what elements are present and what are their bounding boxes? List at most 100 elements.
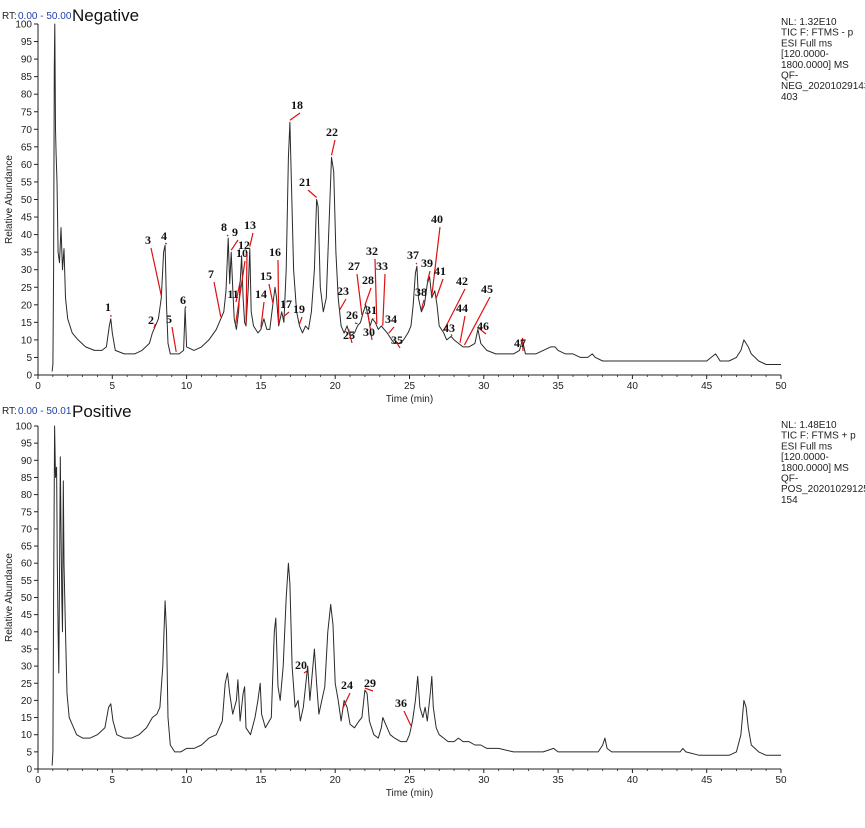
y-tick-label: 15: [21, 713, 33, 724]
y-tick-label: 95: [21, 439, 33, 450]
x-tick-label: 45: [701, 775, 713, 786]
info-line: 403: [781, 92, 798, 103]
peak-label: 29: [364, 676, 376, 690]
info-line: QF-: [781, 71, 798, 82]
y-tick-label: 25: [21, 679, 33, 690]
peak-pointer: [404, 711, 411, 726]
y-tick-label: 5: [26, 747, 32, 758]
x-tick-label: 50: [775, 775, 787, 786]
peak-label: 4: [161, 229, 167, 243]
peak-label: 45: [481, 282, 493, 296]
peak-label: 35: [391, 333, 403, 347]
info-line: NEG_20201029143: [781, 81, 865, 92]
peak-label: 40: [431, 212, 443, 226]
peak-label: 30: [363, 325, 375, 339]
peak-label: 31: [365, 303, 377, 317]
peak-pointer: [331, 140, 335, 155]
y-tick-label: 30: [21, 265, 33, 276]
peak-label: 32: [366, 244, 378, 258]
peak-pointer: [416, 263, 417, 264]
y-tick-label: 80: [21, 90, 33, 101]
peak-label: 6: [180, 293, 186, 307]
x-tick-label: 35: [553, 775, 565, 786]
peak-pointer: [269, 284, 273, 303]
peak-pointer: [290, 113, 300, 120]
mode-title: Positive: [72, 402, 132, 421]
peak-label: 26: [346, 308, 358, 322]
peak-label: 1: [105, 300, 111, 314]
y-tick-label: 40: [21, 627, 33, 638]
x-tick-label: 15: [255, 775, 267, 786]
x-tick-label: 10: [181, 775, 193, 786]
y-tick-label: 35: [21, 644, 33, 655]
peak-pointer: [214, 282, 221, 317]
y-axis-title: Relative Abundance: [4, 155, 15, 244]
peak-label: 14: [255, 287, 267, 301]
y-tick-label: 0: [26, 371, 32, 382]
y-tick-label: 75: [21, 107, 33, 118]
x-tick-label: 40: [627, 775, 639, 786]
peak-label: 41: [434, 264, 446, 278]
y-tick-label: 70: [21, 524, 33, 535]
x-tick-label: 15: [255, 381, 267, 392]
peak-label: 39: [421, 256, 433, 270]
peak-label: 2: [148, 313, 154, 327]
peak-label: 33: [376, 259, 388, 273]
peak-label: 37: [407, 248, 419, 262]
y-tick-label: 45: [21, 610, 33, 621]
y-tick-label: 20: [21, 300, 33, 311]
x-tick-label: 20: [330, 381, 342, 392]
peak-label: 34: [385, 312, 397, 326]
y-tick-label: 0: [26, 765, 32, 776]
peak-label: 20: [295, 658, 307, 672]
y-tick-label: 80: [21, 490, 33, 501]
y-tick-label: 100: [15, 422, 32, 433]
peak-label: 23: [337, 284, 349, 298]
y-tick-label: 10: [21, 730, 33, 741]
y-tick-label: 50: [21, 195, 33, 206]
peak-pointer: [300, 317, 302, 324]
peak-label: 5: [166, 312, 172, 326]
x-tick-label: 30: [478, 381, 490, 392]
peak-label: 22: [326, 125, 338, 139]
info-line: QF-: [781, 474, 798, 485]
info-line: 154: [781, 495, 798, 506]
y-tick-label: 50: [21, 593, 33, 604]
peak-pointer: [355, 323, 357, 324]
x-tick-label: 0: [35, 381, 41, 392]
peak-label: 25: [343, 328, 355, 342]
tic-trace: [52, 24, 781, 372]
x-tick-label: 20: [330, 775, 342, 786]
peak-label: 3: [145, 233, 151, 247]
info-line: [120.0000-: [781, 49, 829, 60]
peak-label: 27: [348, 259, 360, 273]
peak-label: 16: [269, 245, 281, 259]
info-line: NL: 1.32E10: [781, 17, 837, 28]
peak-label: 19: [293, 302, 305, 316]
x-tick-label: 5: [110, 775, 116, 786]
peak-label: 44: [456, 301, 468, 315]
info-line: ESI Full ms: [781, 38, 832, 49]
y-tick-label: 90: [21, 55, 33, 66]
y-axis-title: Relative Abundance: [4, 553, 15, 642]
y-tick-label: 85: [21, 72, 33, 83]
peak-label: 47: [514, 336, 526, 350]
peak-label: 46: [477, 319, 489, 333]
peak-pointer: [227, 235, 228, 236]
peak-label: 17: [280, 297, 292, 311]
peak-label: 11: [227, 287, 238, 301]
peak-label: 13: [244, 218, 256, 232]
info-line: NL: 1.48E10: [781, 420, 837, 431]
x-axis-title: Time (min): [386, 394, 433, 405]
peak-label: 8: [221, 220, 227, 234]
peak-label: 43: [443, 321, 455, 335]
peak-pointer: [172, 327, 176, 352]
tic-trace: [52, 426, 781, 766]
peak-label: 9: [232, 225, 238, 239]
x-tick-label: 5: [110, 381, 116, 392]
peak-pointer: [165, 243, 167, 244]
peak-pointer: [250, 233, 253, 247]
y-tick-label: 85: [21, 473, 33, 484]
peak-pointer: [436, 279, 443, 298]
y-tick-label: 75: [21, 507, 33, 518]
